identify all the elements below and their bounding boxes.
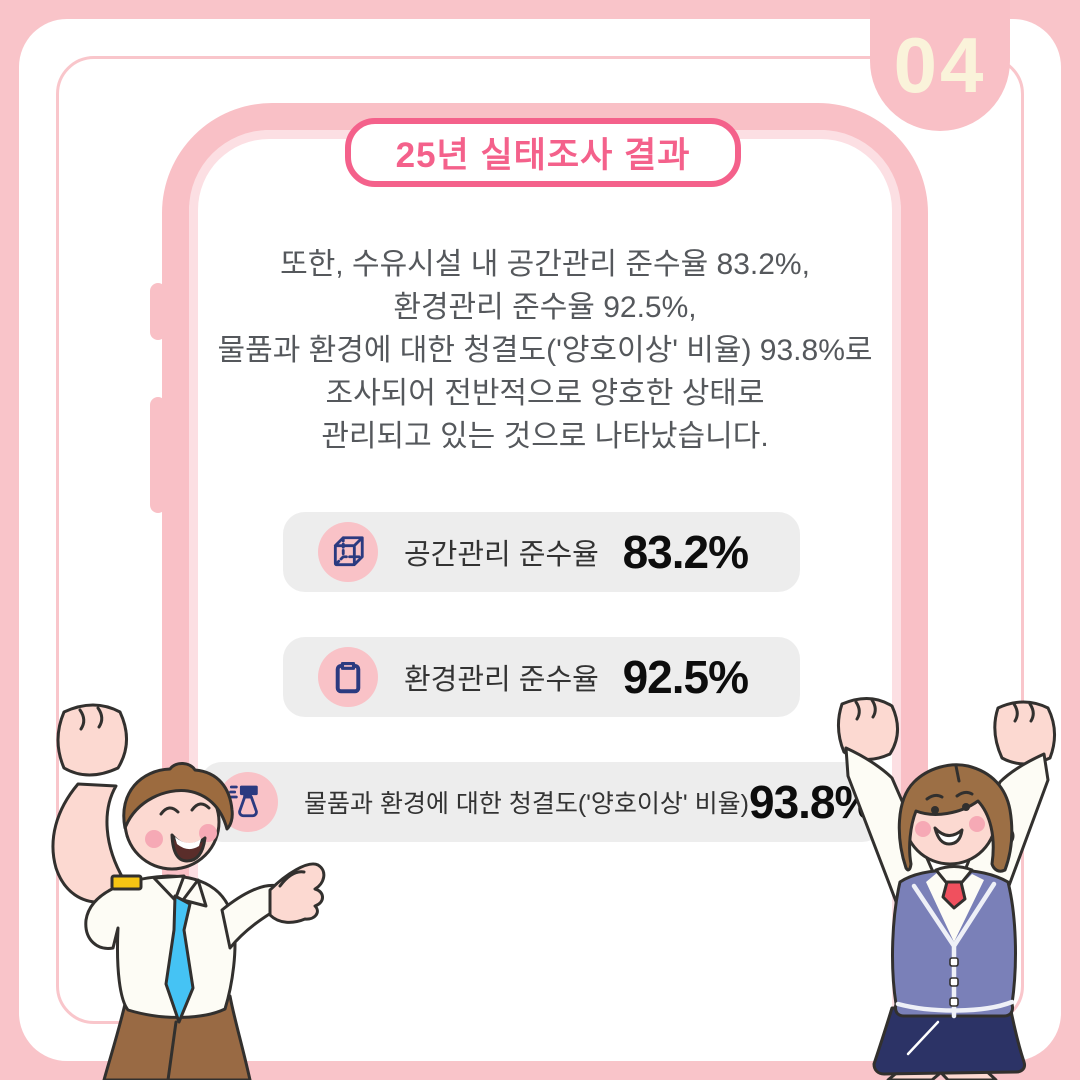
paragraph-line: 물품과 환경에 대한 청결도('양호이상' 비율) 93.8%로 (217, 334, 873, 367)
stat-value: 92.5% (622, 651, 749, 703)
female-character-illustration (837, 697, 1056, 1080)
intro-paragraph: 또한, 수유시설 내 공간관리 준수율 83.2%, 환경관리 준수율 92.5… (185, 243, 905, 458)
stat-label: 물품과 환경에 대한 청결도('양호이상' 비율) (304, 790, 749, 818)
stat-row: 공간관리 준수율 83.2% (283, 512, 800, 592)
corner-page-number: 04 (870, 0, 1010, 131)
spray-bottle-icon (229, 785, 258, 818)
paragraph-line: 환경관리 준수율 92.5%, (393, 291, 697, 324)
male-character-illustration (51, 703, 326, 1080)
paragraph-line: 관리되고 있는 것으로 나타났습니다. (321, 420, 769, 453)
paragraph-line: 또한, 수유시설 내 공간관리 준수율 83.2%, (280, 248, 810, 281)
stat-value: 83.2% (622, 526, 749, 578)
clipboard-icon (335, 661, 361, 694)
cube-icon (333, 536, 364, 567)
stat-icon-circle (318, 522, 378, 582)
stat-label: 공간관리 준수율 (404, 539, 599, 571)
page-number-text: 04 (893, 21, 987, 109)
stat-label: 환경관리 준수율 (404, 664, 599, 696)
title-badge: 25년 실태조사 결과 (345, 118, 741, 187)
paragraph-line: 조사되어 전반적으로 양호한 상태로 (325, 377, 765, 410)
stat-row: 환경관리 준수율 92.5% (283, 637, 800, 717)
title-badge-label: 25년 실태조사 결과 (395, 136, 691, 175)
stat-icon-circle (318, 647, 378, 707)
